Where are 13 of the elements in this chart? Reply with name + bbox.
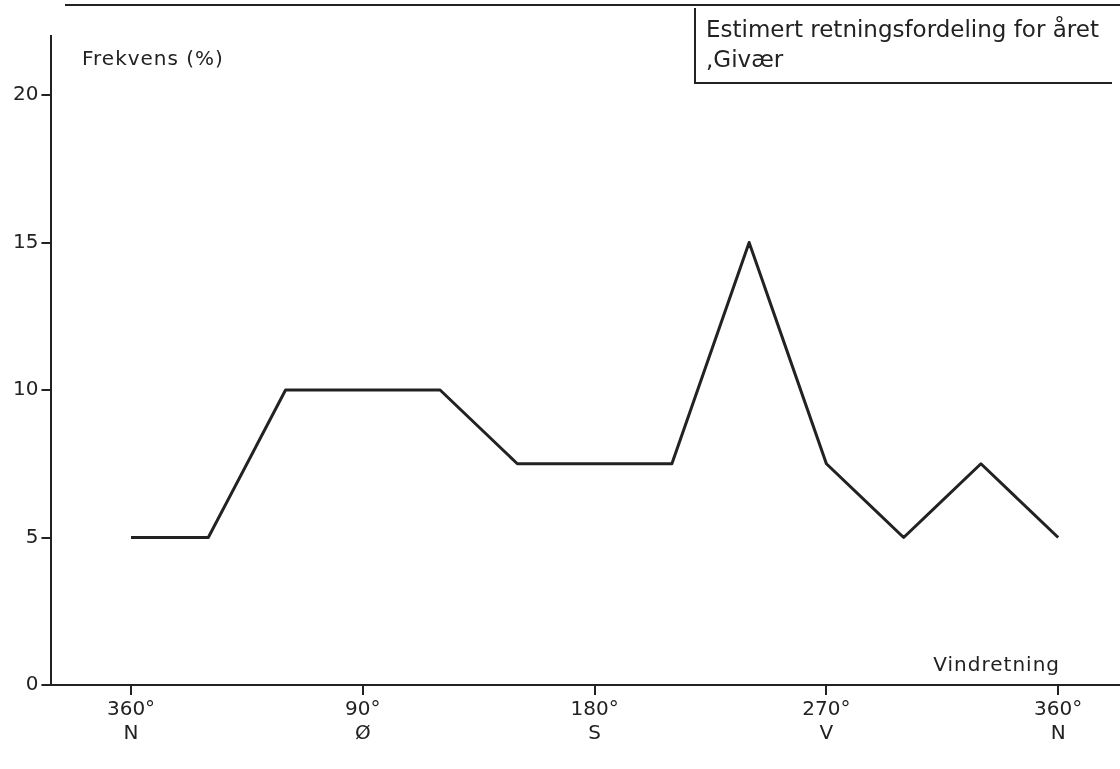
x-axis-title: Vindretning [933, 652, 1060, 676]
x-tick-label: 360° N [1034, 696, 1083, 745]
y-tick-label: 5 [25, 523, 39, 548]
x-tick-label: 180° S [570, 696, 619, 745]
x-tick-label: 270° V [802, 696, 851, 745]
x-tick-label: 90° Ø [345, 696, 381, 745]
y-axis-title: Frekvens (%) [82, 46, 224, 70]
chart-title: Estimert retningsfordeling for året ,Givær [694, 8, 1112, 84]
x-tick-label: 360° N [106, 696, 156, 745]
y-tick-label: 0 [25, 671, 39, 696]
y-tick-label: 15 [13, 228, 39, 253]
y-tick-label: 20 [13, 81, 39, 106]
y-tick-label: 10 [13, 376, 39, 401]
